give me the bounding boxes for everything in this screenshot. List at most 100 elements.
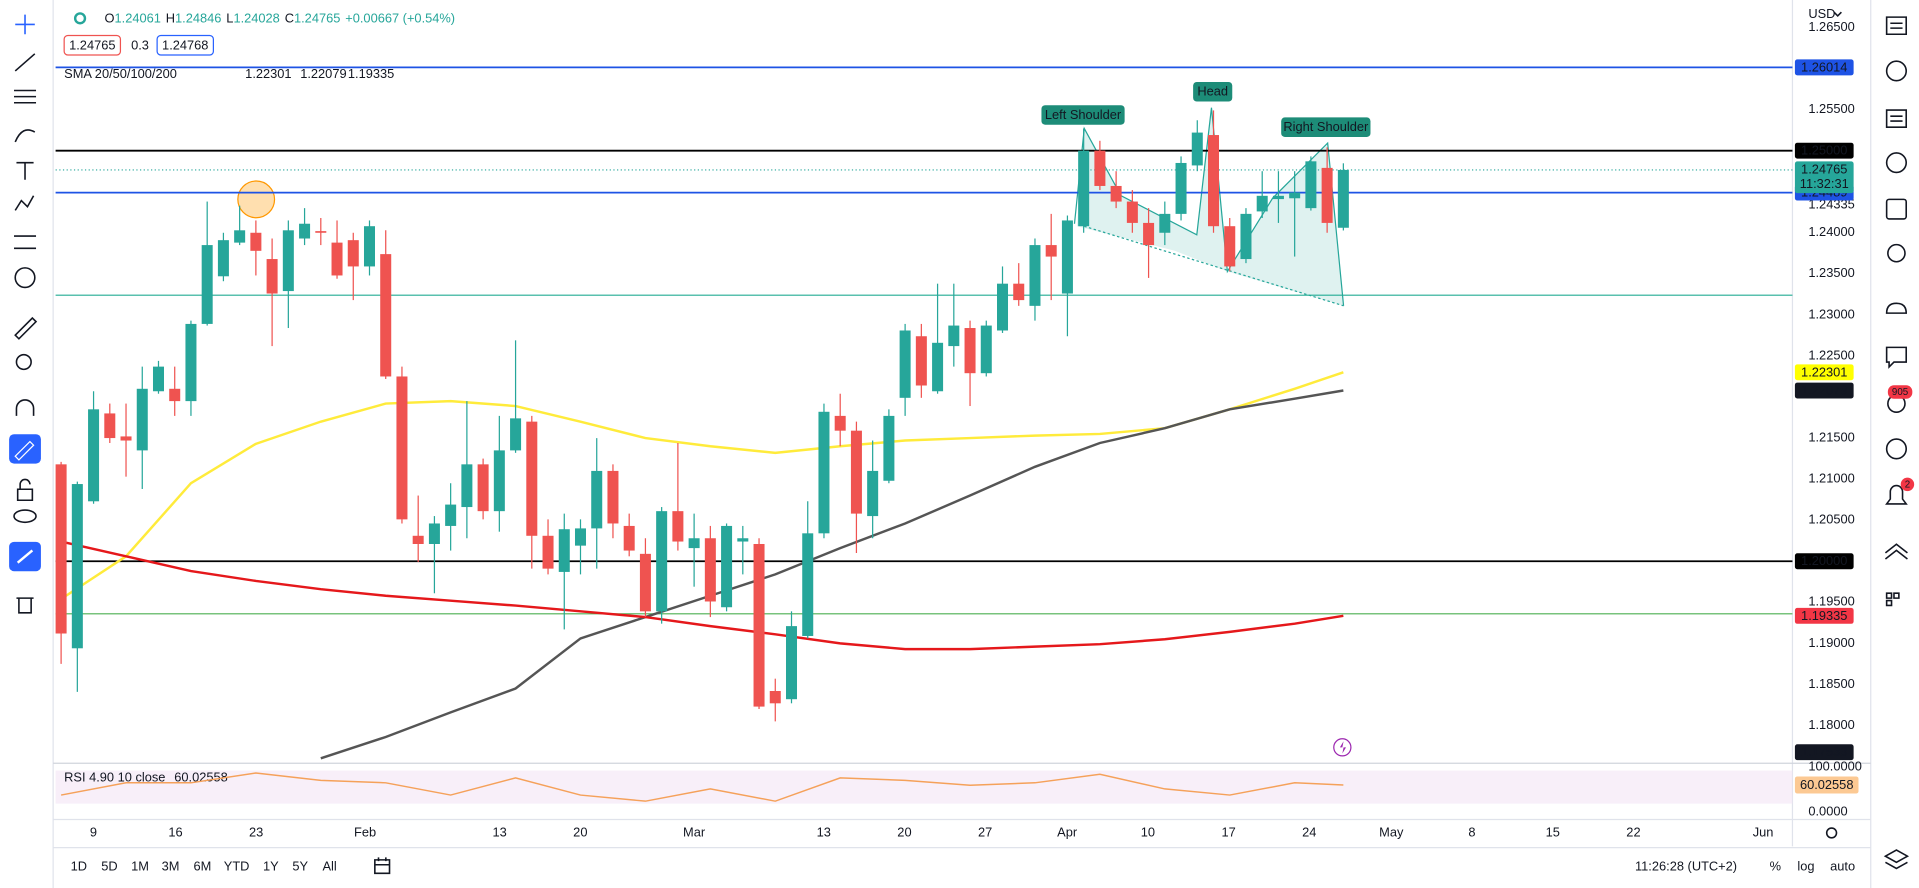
trading-icon[interactable] — [1884, 543, 1908, 560]
range-button[interactable]: 1D — [71, 859, 87, 874]
draw-mode-active[interactable] — [9, 434, 41, 464]
candle-body — [785, 626, 798, 700]
forecast-tool[interactable] — [14, 235, 37, 250]
data-window-icon[interactable] — [1885, 109, 1908, 129]
range-button[interactable]: All — [322, 859, 336, 874]
candle-body — [396, 376, 408, 520]
sma-legend: SMA 20/50/100/200 — [64, 66, 177, 81]
candle-body — [412, 535, 424, 544]
candle-body — [380, 254, 392, 377]
candle-body — [1045, 245, 1057, 257]
badge: 2 — [1905, 480, 1910, 491]
range-button[interactable]: 5Y — [292, 859, 308, 874]
sync-icon[interactable] — [16, 549, 34, 564]
candle-body — [1061, 220, 1073, 294]
x-tick-label: Apr — [1057, 824, 1078, 839]
value: 1.24061 — [115, 11, 161, 26]
candle-body — [883, 415, 895, 481]
x-tick-label: 16 — [168, 824, 182, 839]
badge-bg — [1887, 385, 1913, 399]
hotlist-icon[interactable] — [1885, 152, 1908, 174]
sell-box[interactable] — [63, 34, 122, 56]
streams-icon[interactable] — [1885, 302, 1908, 314]
brush-tool[interactable] — [14, 129, 36, 143]
alerts-icon[interactable] — [1885, 60, 1908, 82]
x-tick-label: 10 — [1141, 824, 1155, 839]
trendline-tool[interactable] — [14, 53, 36, 72]
price-tag — [1794, 776, 1859, 794]
x-tick-label: 22 — [1626, 824, 1640, 839]
candle-body — [850, 430, 862, 514]
price-tag — [1794, 607, 1854, 624]
draw-mode-icon[interactable] — [14, 440, 35, 461]
candle-body — [688, 538, 700, 549]
highlight-circle — [237, 180, 276, 219]
candle-body — [802, 533, 814, 636]
currency-caret[interactable] — [1833, 11, 1842, 18]
right-toolbar: 905 2 — [1883, 16, 1915, 870]
candle-body — [1191, 132, 1203, 166]
range-button[interactable]: 6M — [193, 859, 211, 874]
badge: 905 — [1892, 387, 1909, 398]
scale-option[interactable]: log — [1797, 859, 1814, 874]
y-tick-label: 1.21000 — [1808, 471, 1854, 486]
ideas-icon[interactable] — [1887, 243, 1906, 263]
candle-body — [591, 470, 603, 529]
layers-icon[interactable] — [1883, 849, 1910, 870]
range-button[interactable]: 5D — [101, 859, 117, 874]
rsi-line — [60, 772, 1344, 802]
candle-body — [1208, 135, 1220, 227]
buy-box[interactable] — [156, 34, 214, 56]
watchlist-icon[interactable] — [1885, 16, 1908, 36]
event-bolt[interactable] — [1339, 741, 1347, 754]
annotation-box — [1041, 105, 1125, 125]
candle-body — [607, 470, 619, 524]
scale-option[interactable]: % — [1770, 859, 1781, 874]
candle-body — [948, 325, 960, 347]
buy-price[interactable]: 1.24768 — [162, 37, 208, 52]
candle-body — [980, 325, 992, 374]
range-button[interactable]: 1M — [131, 859, 149, 874]
date-range-icon[interactable] — [374, 857, 391, 875]
price-tag — [1794, 142, 1854, 159]
text-tool[interactable] — [16, 161, 34, 180]
x-tick-label: 20 — [573, 824, 587, 839]
range-button[interactable]: 1Y — [263, 859, 279, 874]
calendar-icon[interactable] — [1885, 198, 1908, 220]
candle-body — [1224, 226, 1236, 267]
currency[interactable]: USD — [1808, 6, 1835, 21]
x-tick-label: Feb — [354, 824, 376, 839]
range-button[interactable]: 3M — [162, 859, 180, 874]
candle-body — [1110, 185, 1122, 202]
candle-body — [363, 226, 375, 267]
candle-body — [185, 323, 197, 402]
crosshair-tool[interactable] — [15, 14, 35, 35]
visibility-tool[interactable] — [13, 509, 37, 524]
delete-tool[interactable] — [16, 597, 34, 614]
magnet-tool[interactable] — [15, 399, 35, 416]
candle-body — [1078, 150, 1090, 227]
lock-tool[interactable] — [16, 478, 34, 502]
candle-body — [250, 232, 262, 251]
range-button[interactable]: YTD — [224, 859, 250, 874]
price-tag — [1794, 364, 1854, 381]
settings-icon[interactable] — [1825, 827, 1838, 839]
pattern-tool[interactable] — [14, 195, 35, 211]
dom-icon[interactable] — [1885, 592, 1900, 607]
notifications-icon[interactable] — [1885, 484, 1908, 505]
scale-option[interactable]: auto — [1830, 859, 1855, 874]
replay-icon[interactable] — [1885, 438, 1908, 460]
x-tick-label: 23 — [249, 824, 263, 839]
zoom-tool[interactable] — [15, 353, 32, 371]
icon-tool[interactable] — [14, 267, 36, 289]
candle-body — [737, 538, 749, 542]
label: H — [166, 11, 175, 26]
chat-icon[interactable] — [1885, 346, 1908, 369]
ruler-tool[interactable] — [14, 316, 38, 340]
fib-tool[interactable] — [14, 89, 37, 104]
clock: 11:26:28 (UTC+2) — [1635, 859, 1737, 874]
y-tick-label: 1.19000 — [1808, 635, 1854, 650]
sell-price[interactable]: 1.24765 — [69, 37, 115, 52]
label: L — [226, 11, 233, 26]
